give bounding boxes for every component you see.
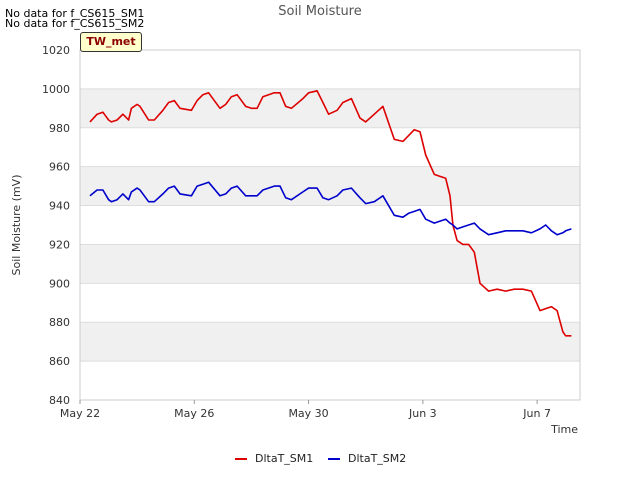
y-tick-label: 960 [49, 161, 70, 174]
plot-frame [79, 49, 581, 401]
legend-swatch-sm1 [235, 458, 247, 460]
grid-band [80, 88, 580, 128]
legend-swatch-sm2 [328, 458, 340, 460]
y-tick-label: 1000 [42, 83, 70, 96]
x-axis-label: Time [550, 423, 578, 436]
y-tick-label: 900 [49, 277, 70, 290]
x-tick-label: May 30 [288, 407, 328, 420]
y-tick-label: 920 [49, 238, 70, 251]
chart-title: Soil Moisture [278, 4, 362, 19]
legend-label-sm1: DltaT_SM1 [255, 452, 314, 465]
series-line-dltat-sm1 [89, 90, 572, 337]
grid-band [80, 322, 580, 362]
station-badge: TW_met [80, 32, 142, 52]
y-tick-label: 980 [49, 122, 70, 135]
series-line-dltat-sm2 [89, 181, 572, 236]
y-tick-label: 840 [49, 394, 70, 407]
x-tick-label: Jun 3 [408, 407, 437, 420]
y-tick-label: 860 [49, 355, 70, 368]
y-tick-label: 940 [49, 200, 70, 213]
legend-label-sm2: DltaT_SM2 [348, 452, 407, 465]
x-tick-label: Jun 7 [522, 407, 551, 420]
y-tick-label: 880 [49, 316, 70, 329]
y-axis-label: Soil Moisture (mV) [10, 175, 23, 276]
legend-item-sm2[interactable]: DltaT_SM2 [328, 452, 406, 465]
no-data-message-sm2: No data for f_CS615_SM2 [5, 17, 145, 30]
legend-item-sm1[interactable]: DltaT_SM1 [235, 452, 313, 465]
no-data-message-sm1: No data for f_CS615_SM1 [5, 7, 145, 20]
x-tick-label: May 22 [60, 407, 100, 420]
y-tick-label: 1020 [42, 44, 70, 57]
grid-band [80, 244, 580, 284]
x-tick-label: May 26 [174, 407, 214, 420]
